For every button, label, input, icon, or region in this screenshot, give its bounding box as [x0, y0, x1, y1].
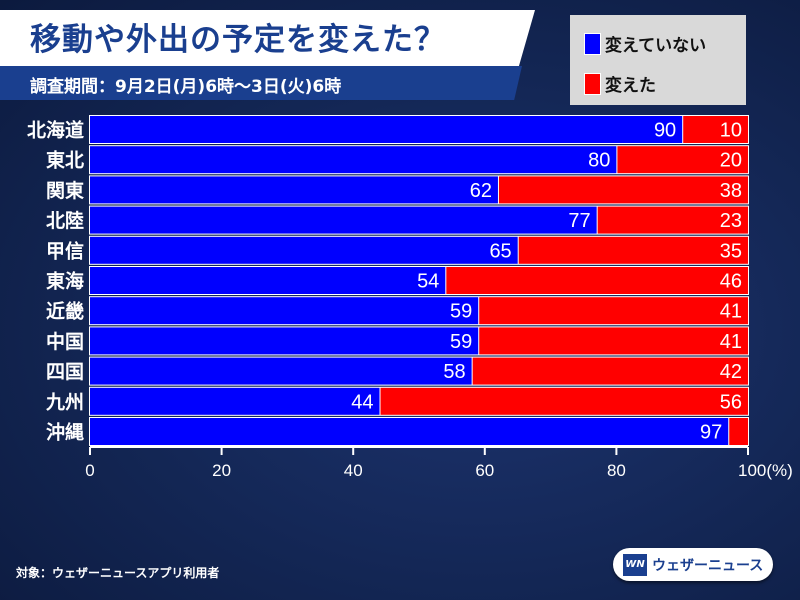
bar-segment	[90, 357, 472, 385]
weathernews-logo: WN ウェザーニュース	[613, 548, 773, 581]
survey-period: 調査期間：9月2日(月)6時～3日(火)6時	[30, 77, 342, 97]
data-label: 41	[720, 301, 742, 323]
bar-segment	[90, 387, 380, 415]
data-label: 46	[720, 271, 742, 293]
footer-note: 対象：ウェザーニュースアプリ利用者	[16, 566, 220, 580]
data-label: 58	[443, 361, 465, 383]
legend-label: 変えていない	[605, 36, 707, 56]
data-label: 65	[489, 240, 511, 262]
category-label: 九州	[45, 391, 84, 413]
category-label: 四国	[46, 361, 84, 383]
legend: 変えていない 変えた	[570, 15, 746, 105]
data-label: 44	[351, 391, 373, 413]
bar-segment	[90, 116, 683, 143]
data-label: 77	[568, 210, 590, 232]
page-title: 移動や外出の予定を変えた？	[30, 22, 446, 58]
x-tick-label: 60	[475, 461, 494, 480]
bar-segment	[479, 297, 748, 325]
data-label: 23	[720, 210, 742, 232]
x-tick-label: 0	[85, 461, 94, 480]
data-label: 59	[450, 301, 472, 323]
data-label: 90	[654, 120, 676, 142]
bar-segment	[498, 176, 748, 204]
data-label: 10	[720, 120, 742, 142]
category-label: 北海道	[27, 119, 84, 142]
legend-label: 変えた	[605, 76, 656, 96]
legend-swatch	[584, 72, 601, 95]
legend-item-changed: 変えた	[584, 71, 656, 96]
bar-segment	[90, 176, 498, 204]
bar-segment	[446, 267, 748, 294]
bar-segment	[518, 236, 748, 264]
x-tick-label: 100(%)	[738, 461, 793, 480]
category-label: 関東	[46, 179, 84, 202]
data-label: 62	[470, 180, 492, 202]
category-label: 沖縄	[46, 421, 84, 444]
bar-segment	[90, 327, 479, 355]
category-label: 甲信	[46, 239, 84, 262]
category-label: 東北	[46, 149, 84, 172]
data-label: 54	[417, 271, 439, 293]
data-label: 41	[720, 331, 742, 353]
data-label: 59	[450, 331, 472, 353]
legend-item-unchanged: 変えていない	[584, 31, 706, 56]
data-label: 35	[720, 240, 742, 262]
title-banner	[0, 10, 535, 66]
bar-segment	[90, 418, 729, 445]
data-label: 20	[720, 150, 742, 172]
bar-segment	[597, 206, 748, 234]
category-label: 近畿	[46, 300, 84, 323]
bar-segment	[90, 267, 446, 294]
data-label: 38	[720, 180, 742, 202]
category-label: 北陸	[46, 209, 84, 232]
legend-swatch	[584, 32, 601, 55]
bar-segment	[617, 146, 748, 174]
category-label: 中国	[46, 330, 84, 353]
data-label: 56	[720, 391, 742, 413]
bar-segment	[729, 418, 748, 445]
data-label: 97	[700, 422, 722, 444]
bar-segment	[380, 387, 748, 415]
category-label: 東海	[46, 270, 84, 293]
data-label: 42	[720, 361, 742, 383]
x-tick-label: 40	[344, 461, 363, 480]
subtitle-banner	[0, 66, 522, 100]
bar-segment	[683, 116, 748, 143]
bar-segment	[479, 327, 748, 355]
logo-mark: WN	[623, 553, 647, 576]
bar-segment	[90, 236, 518, 264]
bar-segment	[90, 297, 479, 325]
bar-segment	[90, 146, 617, 174]
x-tick-label: 20	[212, 461, 231, 480]
bar-segment	[90, 206, 597, 234]
bar-segment	[472, 357, 748, 385]
x-tick-label: 80	[607, 461, 626, 480]
data-label: 80	[588, 150, 610, 172]
logo-text: ウェザーニュース	[652, 557, 764, 574]
